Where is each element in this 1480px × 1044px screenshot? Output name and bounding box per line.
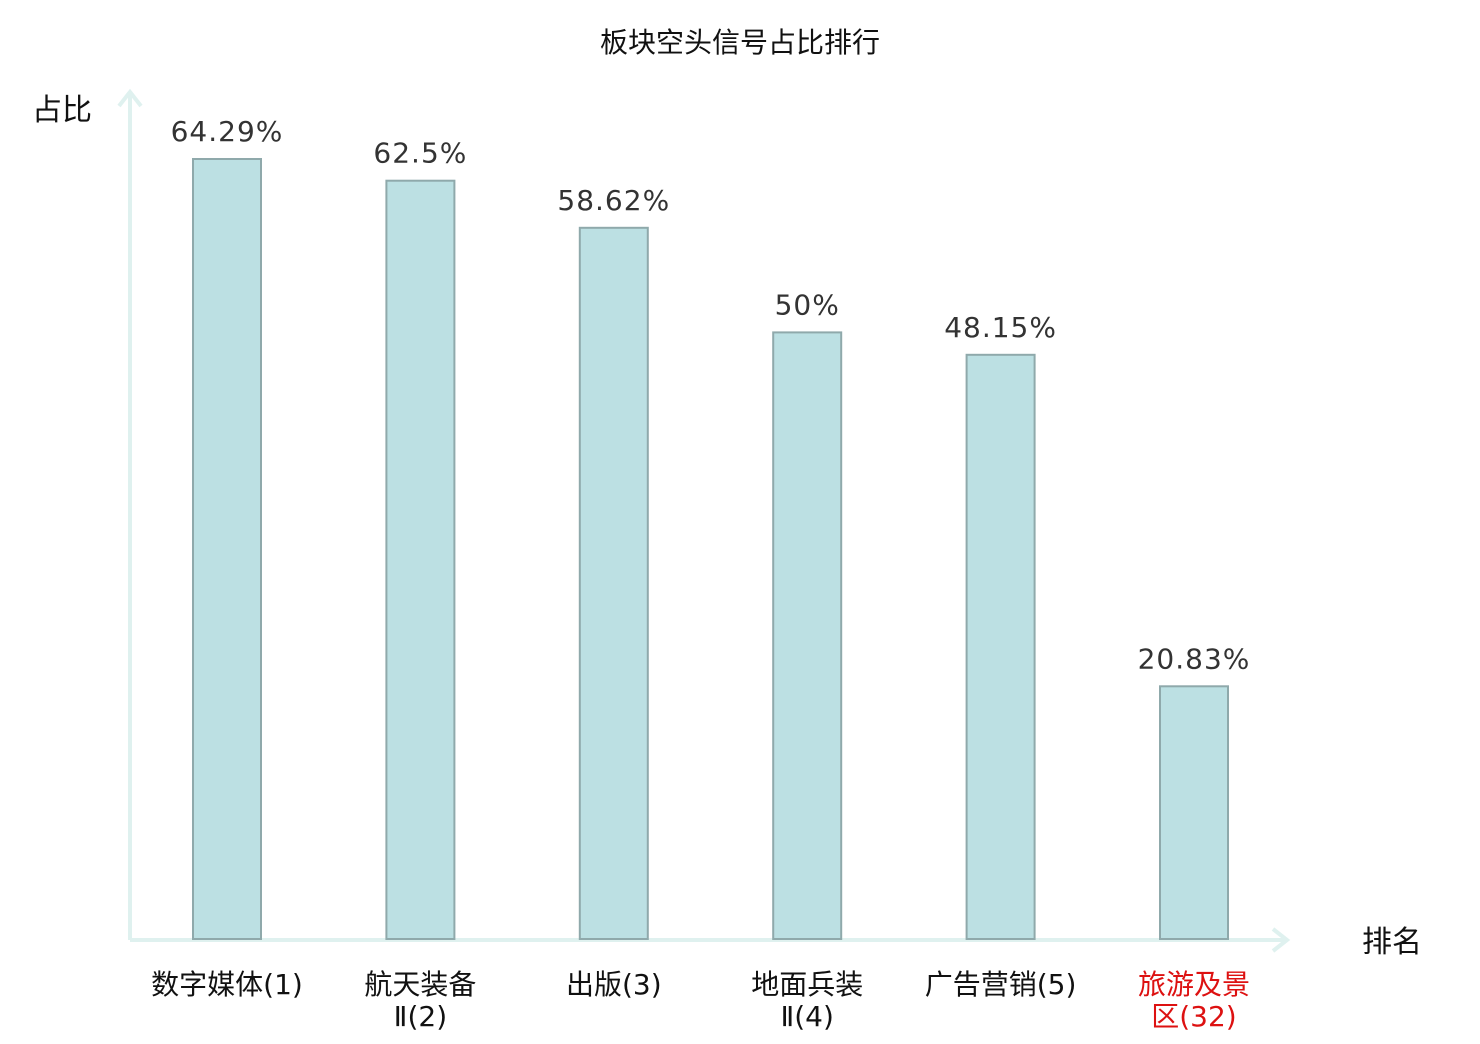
category-tick-label: 地面兵装 [751,968,863,1001]
bar [385,179,456,940]
data-label: 58.62% [557,184,670,217]
category-tick-label: 广告营销(5) [925,968,1077,1001]
category-tick-label: 旅游及景 [1138,968,1250,1001]
value-labels: 64.29% 62.5% 58.62% 50% 48.15% 20.83% [171,115,1251,675]
bar [772,331,843,940]
bar [965,353,1036,940]
data-label: 50% [775,288,840,321]
category-tick-label: 出版(3) [566,968,662,1001]
chart-title: 板块空头信号占比排行 [600,26,880,59]
data-label: 20.83% [1138,642,1251,675]
category-tick-label: Ⅱ(2) [394,1000,447,1033]
category-tick-label: 数字媒体(1) [151,968,303,1001]
bars [192,158,1229,941]
bar [192,158,262,940]
category-tick-label: Ⅱ(4) [780,1000,833,1033]
x-axis-label: 排名 [1362,925,1422,960]
category-tick-label: 区(32) [1151,1000,1236,1033]
bar [578,226,649,941]
y-axis-arrow [117,88,143,108]
x-axis-arrow [1271,927,1291,953]
axes [117,88,1291,953]
data-label: 62.5% [373,137,467,170]
data-label: 64.29% [171,115,284,148]
bar [1159,685,1229,940]
data-label: 48.15% [944,311,1057,344]
y-axis-label: 占比 [32,93,92,128]
category-tick-label: 航天装备 [364,968,476,1001]
